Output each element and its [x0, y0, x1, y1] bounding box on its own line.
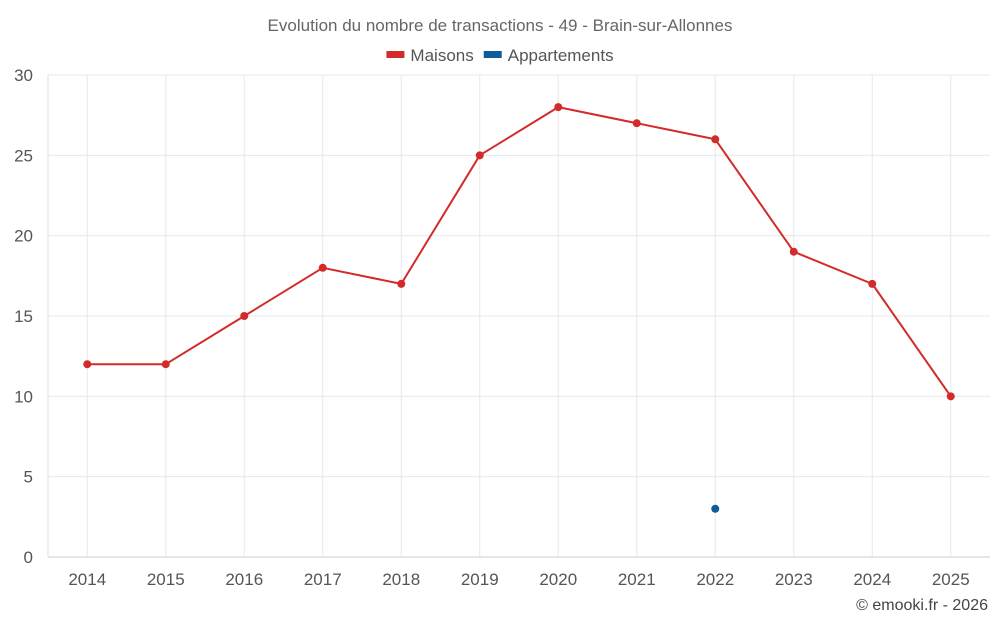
grid — [48, 74, 990, 558]
data-point-maisons — [475, 151, 484, 160]
legend-swatch — [483, 51, 502, 58]
x-tick-label: 2024 — [853, 570, 891, 589]
data-point-maisons — [789, 247, 798, 256]
legend-swatch — [386, 51, 405, 58]
data-point-maisons — [161, 360, 170, 369]
data-point-maisons — [632, 119, 641, 128]
data-point-maisons — [946, 392, 955, 401]
y-tick-label: 10 — [14, 387, 33, 406]
x-tick-label: 2022 — [696, 570, 734, 589]
legend-label: Maisons — [410, 46, 473, 65]
x-tick-label: 2020 — [539, 570, 577, 589]
data-point-maisons — [318, 263, 327, 272]
x-tick-label: 2021 — [618, 570, 656, 589]
y-tick-label: 25 — [14, 146, 33, 165]
data-point-maisons — [554, 103, 563, 112]
y-tick-label: 5 — [24, 468, 33, 487]
x-tick-label: 2025 — [932, 570, 970, 589]
series — [83, 103, 955, 513]
y-tick-label: 15 — [14, 307, 33, 326]
data-point-maisons — [397, 279, 406, 288]
x-tick-label: 2015 — [147, 570, 185, 589]
x-tick-label: 2023 — [775, 570, 813, 589]
x-tick-label: 2016 — [225, 570, 263, 589]
x-tick-label: 2014 — [68, 570, 106, 589]
data-point-maisons — [868, 279, 877, 288]
legend-label: Appartements — [508, 46, 614, 65]
x-tick-label: 2017 — [304, 570, 342, 589]
data-point-maisons — [240, 312, 249, 320]
chart-credit: © emooki.fr - 2026 — [856, 597, 988, 614]
chart-title: Evolution du nombre de transactions - 49… — [268, 16, 733, 35]
data-point-maisons — [83, 360, 92, 369]
y-tick-label: 20 — [14, 227, 33, 246]
y-tick-label: 0 — [24, 548, 33, 567]
legend: Maisons Appartements — [386, 46, 614, 65]
legend-item-maisons: Maisons — [386, 46, 474, 65]
series-line-maisons — [87, 106, 952, 397]
data-point-appartements — [711, 504, 720, 513]
x-tick-label: 2019 — [461, 570, 499, 589]
legend-item-appartements: Appartements — [483, 46, 614, 65]
y-tick-label: 30 — [14, 66, 33, 85]
x-tick-label: 2018 — [382, 570, 420, 589]
data-point-maisons — [711, 135, 720, 144]
